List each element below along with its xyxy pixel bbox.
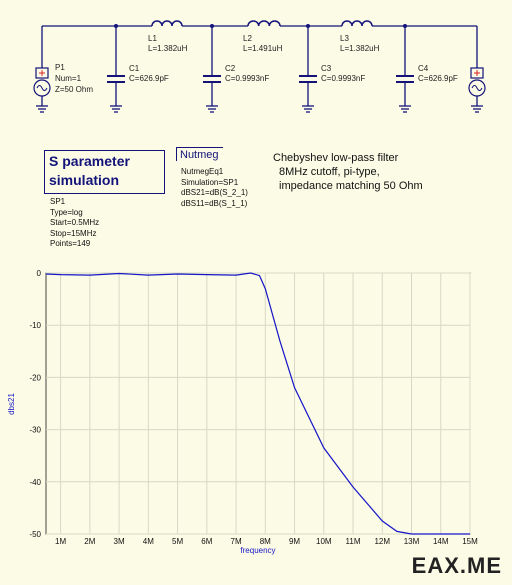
sp-prop-name: SP1 — [50, 197, 66, 206]
cap-c1-name: C1 — [129, 64, 140, 73]
cap-c1-value: C=626.9pF — [129, 74, 169, 83]
x-tick-label: 6M — [201, 537, 212, 546]
x-tick-label: 11M — [346, 537, 361, 546]
sp-prop-stop: Stop=15MHz — [50, 228, 97, 238]
sp-simulation-block[interactable]: S parameter simulation — [44, 150, 165, 194]
cap-c4-name: C4 — [418, 64, 429, 73]
x-tick-label: 12M — [374, 537, 390, 546]
chart-y-label: dbs21 — [7, 393, 16, 415]
inductor-l3-value: L=1.382uH — [340, 44, 380, 53]
capacitor-plates — [107, 75, 414, 83]
junction-dots — [114, 24, 407, 28]
nutmeg-prop-dbs11: dBS11=dB(S_1_1) — [181, 198, 248, 208]
x-tick-label: 13M — [404, 537, 420, 546]
x-tick-label: 3M — [114, 537, 125, 546]
text-note[interactable]: Chebyshev low-pass filter 8MHz cutoff, p… — [273, 151, 423, 193]
note-line-1: Chebyshev low-pass filter — [273, 152, 399, 164]
x-tick-label: 10M — [316, 537, 332, 546]
nutmeg-prop-dbs21: dBS21=dB(S_2_1) — [181, 188, 248, 197]
port1-name: P1 — [55, 63, 65, 72]
nutmeg-prop-name: NutmegEq1 — [181, 167, 224, 176]
port2-symbol — [468, 67, 486, 97]
x-tick-label: 7M — [231, 537, 242, 546]
cap-c2-name: C2 — [225, 64, 236, 73]
inductor-l2-value: L=1.491uH — [243, 44, 283, 53]
chart-plot-area — [45, 272, 471, 535]
nutmeg-properties: NutmegEq1 Simulation=SP1 dBS21=dB(S_2_1)… — [181, 167, 248, 209]
x-tick-label: 2M — [84, 537, 95, 546]
sp-title-line1: S parameter — [49, 153, 130, 169]
y-tick-label: 0 — [37, 269, 42, 278]
y-tick-label: -10 — [29, 321, 41, 330]
sp-title-line2: simulation — [49, 172, 120, 188]
cap-c2-value: C=0.9993nF — [225, 74, 269, 83]
x-tick-label: 4M — [143, 537, 154, 546]
chart-x-ticks: 1M 2M 3M 4M 5M 6M 7M 8M 9M 10M 11M 12M 13M 14M 15M — [55, 537, 478, 546]
x-tick-label: 14M — [433, 537, 449, 546]
cap-c3-value: C=0.9993nF — [321, 74, 365, 83]
inductor-l1-name: L1 — [148, 34, 157, 43]
x-tick-label: 1M — [55, 537, 66, 546]
nutmeg-block[interactable]: Nutmeg — [176, 147, 223, 161]
x-tick-label: 9M — [289, 537, 300, 546]
schematic-wires — [36, 25, 483, 113]
inductor-l2-name: L2 — [243, 34, 252, 43]
watermark-text: EAX.ME — [411, 553, 502, 578]
port1-num: Num=1 — [55, 74, 82, 83]
y-tick-label: -50 — [29, 530, 41, 539]
port1-symbol — [33, 67, 51, 97]
nutmeg-prop-sim: Simulation=SP1 — [181, 177, 239, 187]
sp-prop-type: Type=log — [50, 207, 83, 217]
x-tick-label: 5M — [172, 537, 183, 546]
inductor-l3-name: L3 — [340, 34, 349, 43]
note-line-2: 8MHz cutoff, pi-type, — [279, 166, 380, 178]
sp-prop-points: Points=149 — [50, 239, 91, 248]
y-tick-label: -30 — [29, 426, 41, 435]
chart-grid — [46, 272, 471, 535]
inductor-coils — [151, 20, 373, 27]
sp-properties: SP1 Type=log Start=0.5MHz Stop=15MHz Poi… — [50, 197, 99, 250]
x-tick-label: 8M — [260, 537, 271, 546]
cap-c4-value: C=626.9pF — [418, 74, 458, 83]
inductor-l1-value: L=1.382uH — [148, 44, 188, 53]
chart-y-ticks: 0 -10 -20 -30 -40 -50 — [29, 269, 41, 539]
y-tick-label: -40 — [29, 478, 41, 487]
x-tick-label: 15M — [462, 537, 478, 546]
series-dbs21-line — [45, 272, 470, 535]
sp-prop-start: Start=0.5MHz — [50, 218, 100, 227]
port1-z: Z=50 Ohm — [55, 85, 93, 94]
cap-c3-name: C3 — [321, 64, 332, 73]
y-tick-label: -20 — [29, 373, 41, 382]
dbs21-chart: 1M 2M 3M 4M 5M 6M 7M 8M 9M 10M 11M 12M 13M 14M 15M 0 -1… — [7, 269, 478, 555]
note-line-3: impedance matching 50 Ohm — [279, 180, 423, 192]
chart-x-label: frequency — [240, 546, 275, 555]
